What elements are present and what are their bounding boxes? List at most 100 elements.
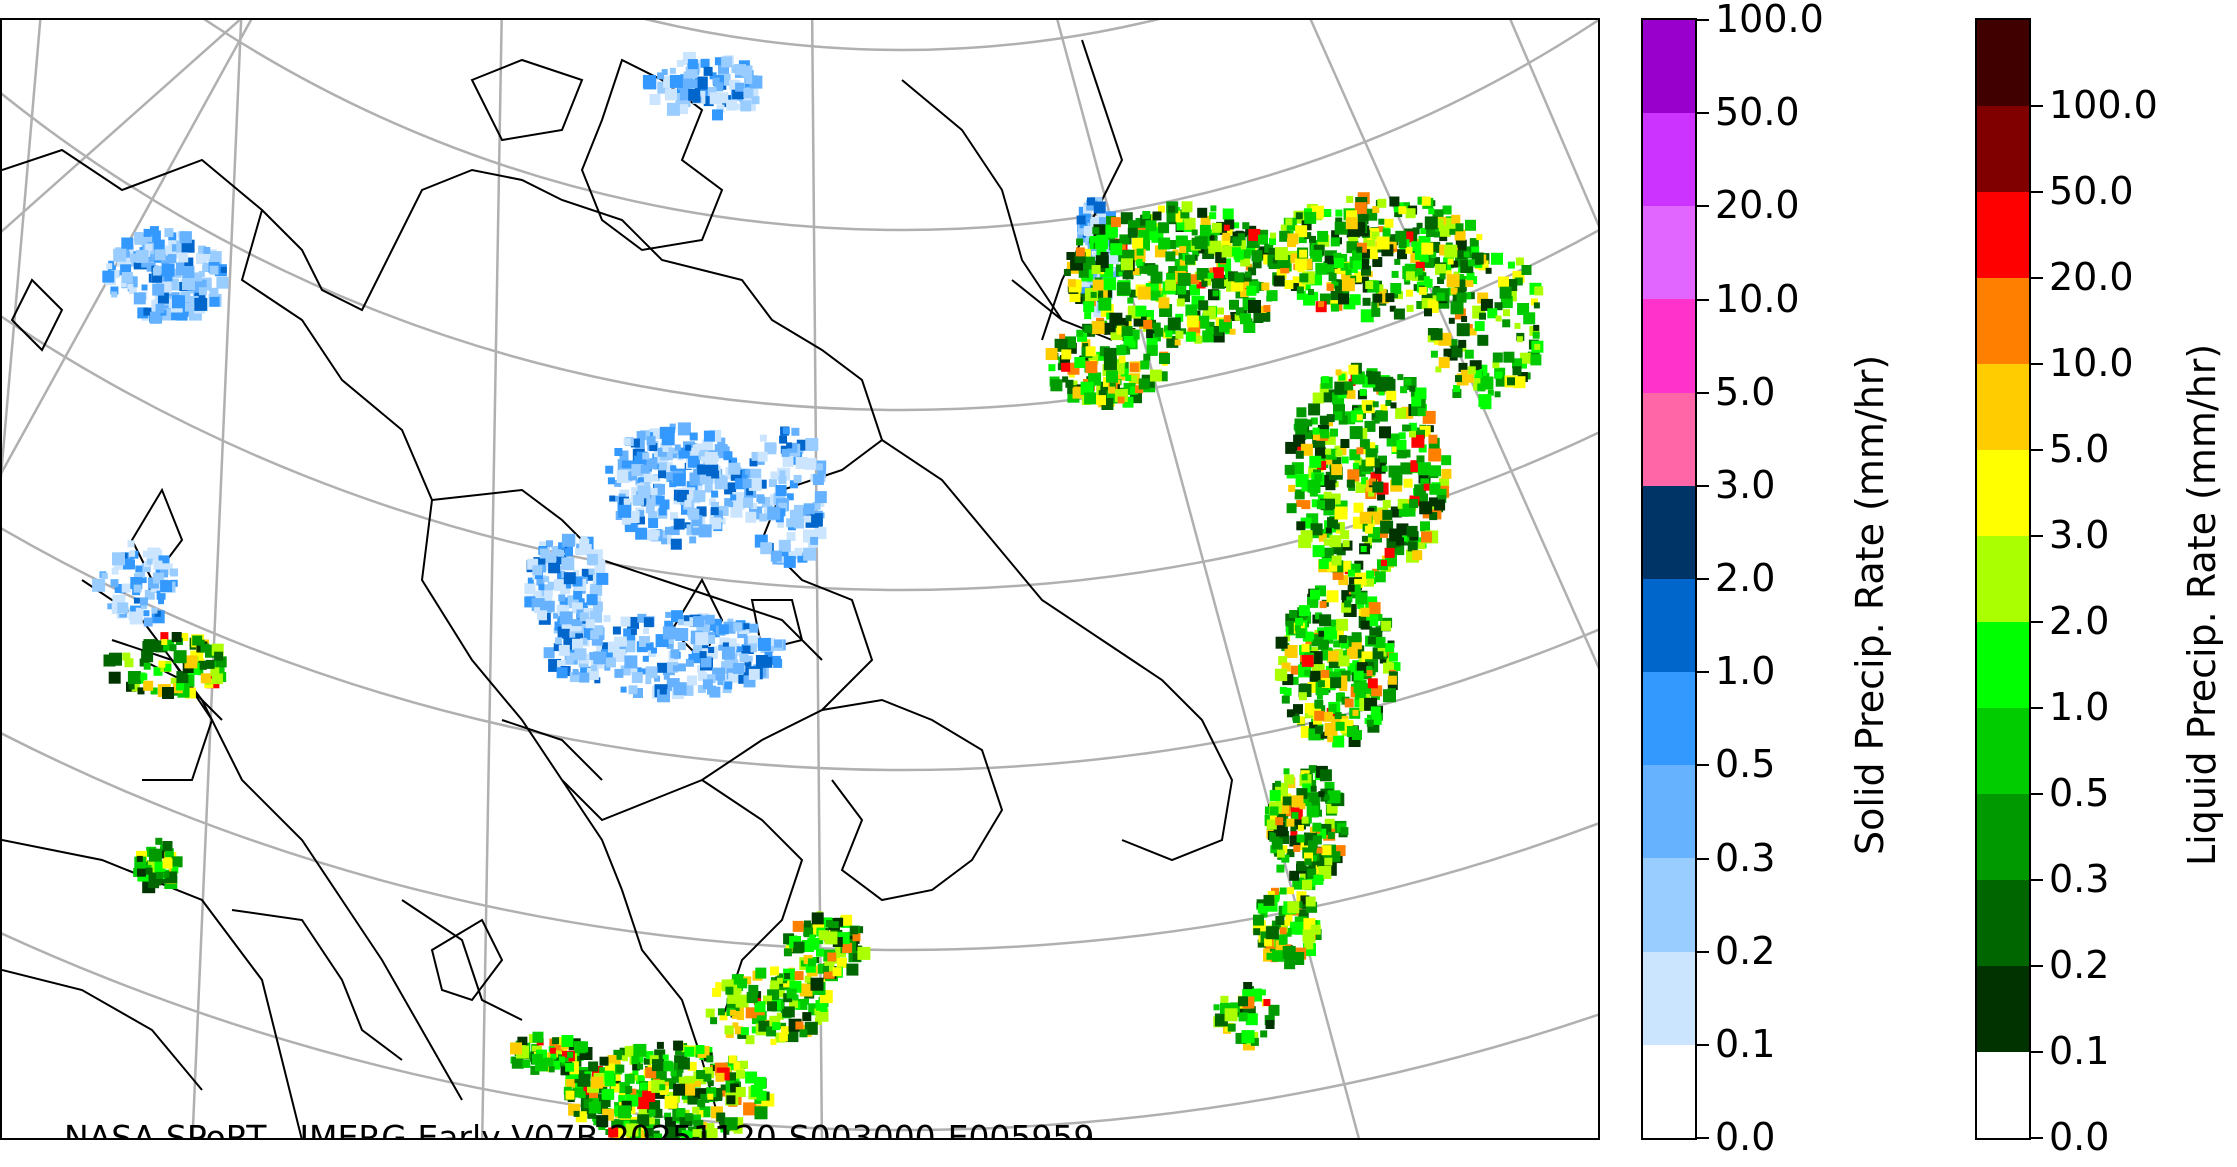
precip-cell <box>740 100 752 112</box>
precip-cell <box>1429 512 1438 521</box>
precip-cell <box>1317 855 1329 867</box>
precip-cell <box>693 490 706 503</box>
precip-cell <box>572 638 583 650</box>
precip-cell <box>796 998 808 1010</box>
precip-cell <box>693 1091 700 1098</box>
precip-cell <box>1371 307 1381 317</box>
precip-cell <box>1352 709 1359 716</box>
colorbar-tick <box>2031 363 2043 365</box>
precip-cell <box>205 659 215 669</box>
precip-cell <box>795 1021 804 1030</box>
precip-cell <box>594 562 606 574</box>
precip-cell <box>1341 270 1351 280</box>
precip-cell <box>1264 806 1273 815</box>
precip-cell <box>749 623 759 633</box>
precip-cell <box>1353 502 1364 513</box>
precip-cell <box>1310 589 1320 600</box>
precipitation-map: NASA SPoRT - IMERG Early V07B 20251120-S… <box>0 18 1600 1140</box>
precip-cell <box>1383 662 1394 674</box>
precip-cell <box>1293 704 1303 715</box>
precip-cell <box>736 646 743 653</box>
precip-cell <box>1197 207 1208 218</box>
precip-cell <box>1467 292 1475 300</box>
precip-cell <box>591 665 598 672</box>
precip-cell <box>135 565 143 573</box>
precip-cell <box>1360 309 1374 323</box>
precip-cell <box>786 988 797 999</box>
precip-cell <box>215 656 227 668</box>
precip-cell <box>575 633 584 642</box>
precip-cell <box>1181 201 1193 213</box>
precip-cell <box>1391 662 1401 671</box>
precip-cell <box>1370 706 1381 717</box>
precip-cell <box>170 568 178 577</box>
precip-cell <box>780 1022 787 1029</box>
precip-cell <box>567 546 573 553</box>
precip-cell <box>1054 338 1068 352</box>
precip-cell <box>1430 252 1437 258</box>
precip-cell <box>1253 313 1264 323</box>
precip-cell <box>786 493 794 501</box>
precip-cell <box>587 1109 597 1119</box>
coastline <box>1041 39 1124 341</box>
precip-cell <box>712 77 720 85</box>
precip-cell <box>1074 357 1086 368</box>
precip-cell <box>664 1112 672 1120</box>
colorbar-tick-label: 0.1 <box>1715 1021 1776 1066</box>
precip-cell <box>623 438 631 446</box>
longitude-line <box>1309 20 1598 670</box>
colorbar-segment <box>1643 113 1695 207</box>
precip-cell <box>613 1128 625 1138</box>
precip-cell <box>145 867 153 875</box>
precip-cell <box>1418 272 1427 281</box>
precip-cell <box>678 104 689 115</box>
precip-cell <box>1367 678 1378 689</box>
precip-cell <box>737 978 748 989</box>
precip-cell <box>1412 227 1420 235</box>
colorbar-tick-label: 100.0 <box>2049 83 2158 127</box>
precip-cell <box>1276 864 1285 873</box>
precip-cell <box>1359 439 1370 450</box>
precip-cell <box>1438 357 1450 369</box>
precip-cell <box>711 490 719 498</box>
colorbar-tick <box>1697 950 1709 953</box>
precip-cell <box>1361 477 1369 485</box>
precip-cell <box>758 496 766 504</box>
precip-cell <box>1090 291 1097 298</box>
precip-cell <box>717 1008 725 1016</box>
precip-cell <box>635 527 648 540</box>
precip-cell <box>1295 617 1304 626</box>
precip-cell <box>684 500 692 508</box>
precip-cell <box>1274 780 1281 787</box>
precip-cell <box>686 1139 695 1141</box>
precip-cell <box>1168 266 1178 275</box>
precip-cell <box>1394 209 1403 218</box>
precip-cell <box>625 1086 633 1093</box>
precip-cell <box>757 451 768 462</box>
precip-cell <box>1432 209 1444 221</box>
precip-cell <box>1360 607 1370 617</box>
precip-cell <box>735 500 745 510</box>
precip-cell <box>637 613 647 623</box>
precip-cell <box>580 637 588 645</box>
precip-cell <box>1125 375 1132 381</box>
precip-cell <box>577 1073 591 1087</box>
precip-cell <box>1295 450 1304 459</box>
precip-cell <box>634 667 642 675</box>
precip-cell <box>567 650 578 661</box>
precip-cell <box>1364 420 1376 432</box>
precip-cell <box>1318 630 1325 637</box>
precip-cell <box>1314 447 1326 459</box>
precip-cell <box>1319 601 1327 609</box>
precip-cell <box>1338 575 1349 586</box>
precip-cell <box>1360 546 1367 552</box>
precip-cell <box>1377 492 1386 501</box>
precip-cell <box>1315 262 1328 275</box>
precip-cell <box>1290 665 1300 675</box>
precip-cell <box>721 646 735 660</box>
precip-cell <box>566 1078 576 1088</box>
colorbar-tick <box>1697 1137 1709 1139</box>
precip-cell <box>814 491 827 504</box>
precip-cell <box>121 272 133 283</box>
precip-cell <box>716 104 725 113</box>
